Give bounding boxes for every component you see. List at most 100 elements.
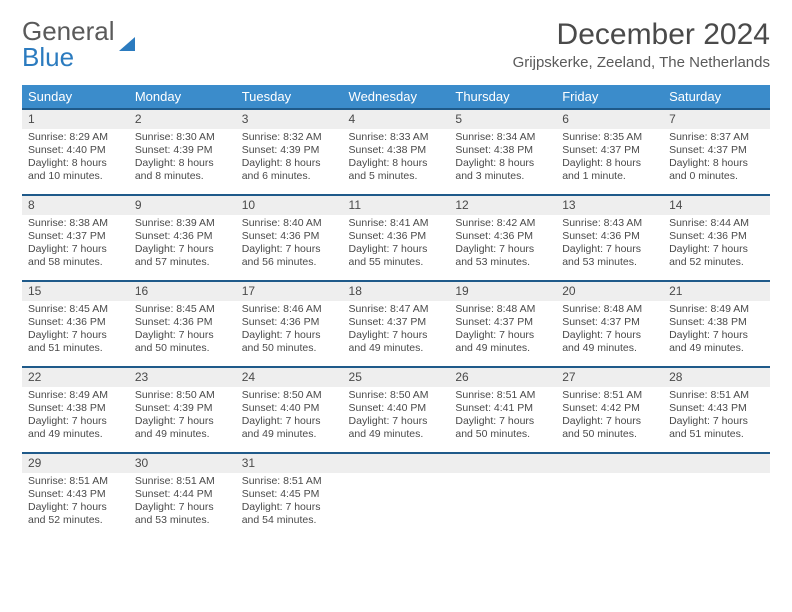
sunrise-line: Sunrise: 8:51 AM [562,389,657,402]
sunset-line: Sunset: 4:36 PM [135,230,230,243]
calendar-cell: 17Sunrise: 8:46 AMSunset: 4:36 PMDayligh… [236,280,343,366]
day-number [343,452,450,473]
calendar-cell: 24 Sunrise: 8:50 AMSunset: 4:40 PMDayligh… [236,366,343,452]
logo-triangle-icon [117,33,139,55]
daylight-line: Daylight: 7 hours and 49 minutes. [135,415,230,441]
daylight-line: Daylight: 7 hours and 49 minutes. [349,415,444,441]
daylight-line: Daylight: 7 hours and 50 minutes. [242,329,337,355]
sunrise-line: Sunrise: 8:38 AM [28,217,123,230]
calendar-cell: 26Sunrise: 8:51 AMSunset: 4:41 PMDayligh… [449,366,556,452]
daylight-line: Daylight: 7 hours and 49 minutes. [349,329,444,355]
daylight-line: Daylight: 7 hours and 53 minutes. [135,501,230,527]
sunrise-line: Sunrise: 8:46 AM [242,303,337,316]
sunset-line: Sunset: 4:37 PM [562,144,657,157]
day-header: Sunday [22,85,129,108]
sunset-line: Sunset: 4:36 PM [242,230,337,243]
calendar-cell: 10Sunrise: 8:40 AMSunset: 4:36 PMDayligh… [236,194,343,280]
daylight-line: Daylight: 8 hours and 8 minutes. [135,157,230,183]
day-number [449,452,556,473]
calendar-cell: 5Sunrise: 8:34 AMSunset: 4:38 PMDaylight… [449,108,556,194]
calendar-table: SundayMondayTuesdayWednesdayThursdayFrid… [22,85,770,532]
sunrise-line: Sunrise: 8:50 AM [242,389,337,402]
day-number: 18 [343,280,450,301]
calendar-cell: 13Sunrise: 8:43 AMSunset: 4:36 PMDayligh… [556,194,663,280]
sunset-line: Sunset: 4:36 PM [562,230,657,243]
day-header: Tuesday [236,85,343,108]
page-title: December 2024 [513,18,770,52]
brand-logo: General Blue [22,18,139,70]
day-number: 22 [22,366,129,387]
sunset-line: Sunset: 4:38 PM [455,144,550,157]
sunset-line: Sunset: 4:37 PM [669,144,764,157]
sunrise-line: Sunrise: 8:51 AM [455,389,550,402]
sunset-line: Sunset: 4:38 PM [28,402,123,415]
calendar-cell: 14Sunrise: 8:44 AMSunset: 4:36 PMDayligh… [663,194,770,280]
sunset-line: Sunset: 4:43 PM [669,402,764,415]
calendar-cell [449,452,556,532]
daylight-line: Daylight: 8 hours and 3 minutes. [455,157,550,183]
daylight-line: Daylight: 7 hours and 58 minutes. [28,243,123,269]
location-text: Grijpskerke, Zeeland, The Netherlands [513,54,770,71]
calendar-cell: 29Sunrise: 8:51 AMSunset: 4:43 PMDayligh… [22,452,129,532]
calendar-cell: 25Sunrise: 8:50 AMSunset: 4:40 PMDayligh… [343,366,450,452]
calendar-cell: 2 Sunrise: 8:30 AMSunset: 4:39 PMDaylight… [129,108,236,194]
day-header: Wednesday [343,85,450,108]
sunrise-line: Sunrise: 8:51 AM [28,475,123,488]
day-header: Thursday [449,85,556,108]
calendar-cell: 19Sunrise: 8:48 AMSunset: 4:37 PMDayligh… [449,280,556,366]
daylight-line: Daylight: 8 hours and 0 minutes. [669,157,764,183]
sunset-line: Sunset: 4:36 PM [669,230,764,243]
day-header: Saturday [663,85,770,108]
day-number: 2 [129,108,236,129]
sunrise-line: Sunrise: 8:50 AM [349,389,444,402]
daylight-line: Daylight: 7 hours and 49 minutes. [562,329,657,355]
day-number: 19 [449,280,556,301]
calendar-cell: 30Sunrise: 8:51 AMSunset: 4:44 PMDayligh… [129,452,236,532]
calendar-cell: 4Sunrise: 8:33 AMSunset: 4:38 PMDaylight… [343,108,450,194]
sunrise-line: Sunrise: 8:49 AM [28,389,123,402]
day-number: 16 [129,280,236,301]
sunrise-line: Sunrise: 8:30 AM [135,131,230,144]
sunset-line: Sunset: 4:36 PM [135,316,230,329]
day-number: 8 [22,194,129,215]
sunrise-line: Sunrise: 8:45 AM [135,303,230,316]
day-number: 24 [236,366,343,387]
day-number: 28 [663,366,770,387]
day-header: Friday [556,85,663,108]
day-number [663,452,770,473]
calendar-cell: 18Sunrise: 8:47 AMSunset: 4:37 PMDayligh… [343,280,450,366]
sunset-line: Sunset: 4:39 PM [135,144,230,157]
calendar-cell: 20Sunrise: 8:48 AMSunset: 4:37 PMDayligh… [556,280,663,366]
calendar-cell: 12Sunrise: 8:42 AMSunset: 4:36 PMDayligh… [449,194,556,280]
sunset-line: Sunset: 4:38 PM [349,144,444,157]
daylight-line: Daylight: 7 hours and 53 minutes. [455,243,550,269]
daylight-line: Daylight: 7 hours and 50 minutes. [562,415,657,441]
day-number: 29 [22,452,129,473]
sunrise-line: Sunrise: 8:48 AM [455,303,550,316]
calendar-cell: 28Sunrise: 8:51 AMSunset: 4:43 PMDayligh… [663,366,770,452]
sunrise-line: Sunrise: 8:29 AM [28,131,123,144]
sunset-line: Sunset: 4:40 PM [349,402,444,415]
day-number: 17 [236,280,343,301]
sunrise-line: Sunrise: 8:39 AM [135,217,230,230]
calendar-cell [663,452,770,532]
sunset-line: Sunset: 4:40 PM [242,402,337,415]
day-number: 27 [556,366,663,387]
day-number: 26 [449,366,556,387]
daylight-line: Daylight: 7 hours and 49 minutes. [669,329,764,355]
sunset-line: Sunset: 4:39 PM [242,144,337,157]
sunrise-line: Sunrise: 8:34 AM [455,131,550,144]
daylight-line: Daylight: 8 hours and 5 minutes. [349,157,444,183]
daylight-line: Daylight: 7 hours and 56 minutes. [242,243,337,269]
calendar-cell [343,452,450,532]
sunset-line: Sunset: 4:36 PM [349,230,444,243]
sunset-line: Sunset: 4:38 PM [669,316,764,329]
daylight-line: Daylight: 7 hours and 51 minutes. [28,329,123,355]
daylight-line: Daylight: 7 hours and 49 minutes. [242,415,337,441]
day-number: 7 [663,108,770,129]
daylight-line: Daylight: 7 hours and 52 minutes. [669,243,764,269]
sunrise-line: Sunrise: 8:37 AM [669,131,764,144]
daylight-line: Daylight: 7 hours and 53 minutes. [562,243,657,269]
calendar-cell: 1Sunrise: 8:29 AMSunset: 4:40 PMDaylight… [22,108,129,194]
sunrise-line: Sunrise: 8:50 AM [135,389,230,402]
